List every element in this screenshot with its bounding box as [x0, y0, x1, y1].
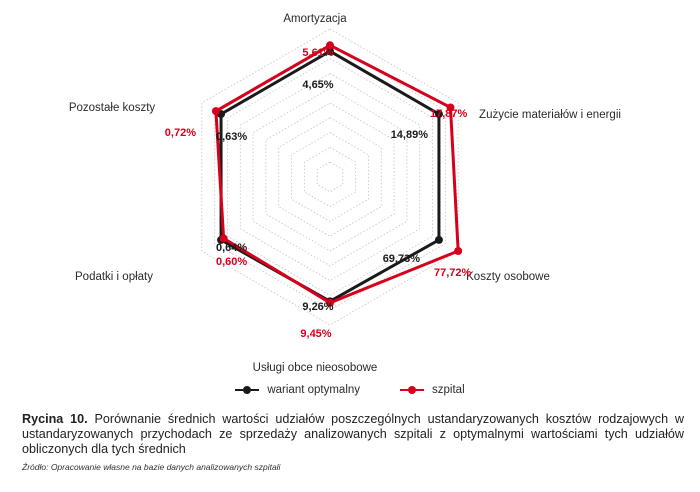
legend-label-optimal: wariant optymalny — [267, 384, 361, 396]
axis-label: Koszty osobowe — [466, 271, 550, 283]
caption-label: Rycina 10. — [22, 412, 88, 426]
legend-swatch-hospital — [400, 385, 425, 395]
grid-ring — [291, 132, 369, 222]
grid-ring — [239, 72, 421, 282]
series-line-1 — [214, 43, 460, 305]
grid-ring — [227, 58, 433, 296]
axis-label: Amortyzacja — [283, 13, 347, 25]
series-point-1 — [446, 103, 455, 112]
radar-chart: Amortyzacja Zużycie materiałów i energii K… — [69, 13, 621, 374]
data-label-0: 9,26% — [302, 301, 333, 313]
axis-label: Pozostałe koszty — [69, 102, 156, 114]
data-label-0: 0,63% — [216, 131, 247, 143]
axis-label: Zużycie materiałów i energii — [479, 109, 621, 121]
grid-ring — [303, 146, 357, 208]
axis-label: Usługi obce nieosobowe — [253, 362, 378, 374]
data-label-1: 0,72% — [165, 127, 196, 139]
chart-legend: wariant optymalny szpital — [0, 384, 700, 396]
figure-source: Źródło: Opracowanie własne na bazie dany… — [22, 462, 281, 472]
series-point-0 — [326, 47, 334, 56]
series-point-0 — [434, 235, 443, 244]
data-label-0: 14,89% — [391, 129, 429, 141]
legend-item-optimal: wariant optymalny — [235, 384, 360, 396]
series-point-1 — [454, 247, 463, 255]
data-label-0: 4,65% — [302, 79, 333, 91]
series-point-1 — [326, 298, 334, 307]
data-label-0: 69,73% — [383, 253, 421, 265]
data-label-1: 77,72% — [434, 267, 472, 279]
legend-label-hospital: szpital — [432, 384, 465, 396]
grid-ring — [316, 161, 344, 193]
data-label-1: 5,61% — [302, 47, 333, 59]
data-label-1: 9,45% — [300, 328, 331, 340]
series-point-1 — [219, 234, 228, 243]
grid-ring — [201, 28, 459, 326]
figure-caption: Rycina 10. Porównanie średnich wartości … — [22, 412, 684, 457]
legend-swatch-optimal — [235, 385, 260, 395]
data-label-1: 0,60% — [216, 256, 247, 268]
data-label-1: 17,87% — [430, 108, 468, 120]
series-point-1 — [211, 107, 220, 116]
grid-ring — [252, 87, 408, 267]
data-label-0: 0,64% — [216, 242, 247, 254]
caption-text: Porównanie średnich wartości udziałów po… — [22, 412, 685, 456]
grid-ring — [278, 117, 382, 237]
grid-ring — [265, 102, 395, 252]
axis-label: Podatki i opłaty — [75, 271, 153, 283]
legend-item-hospital: szpital — [400, 384, 465, 396]
series-point-0 — [434, 110, 443, 119]
series-point-1 — [326, 41, 334, 50]
